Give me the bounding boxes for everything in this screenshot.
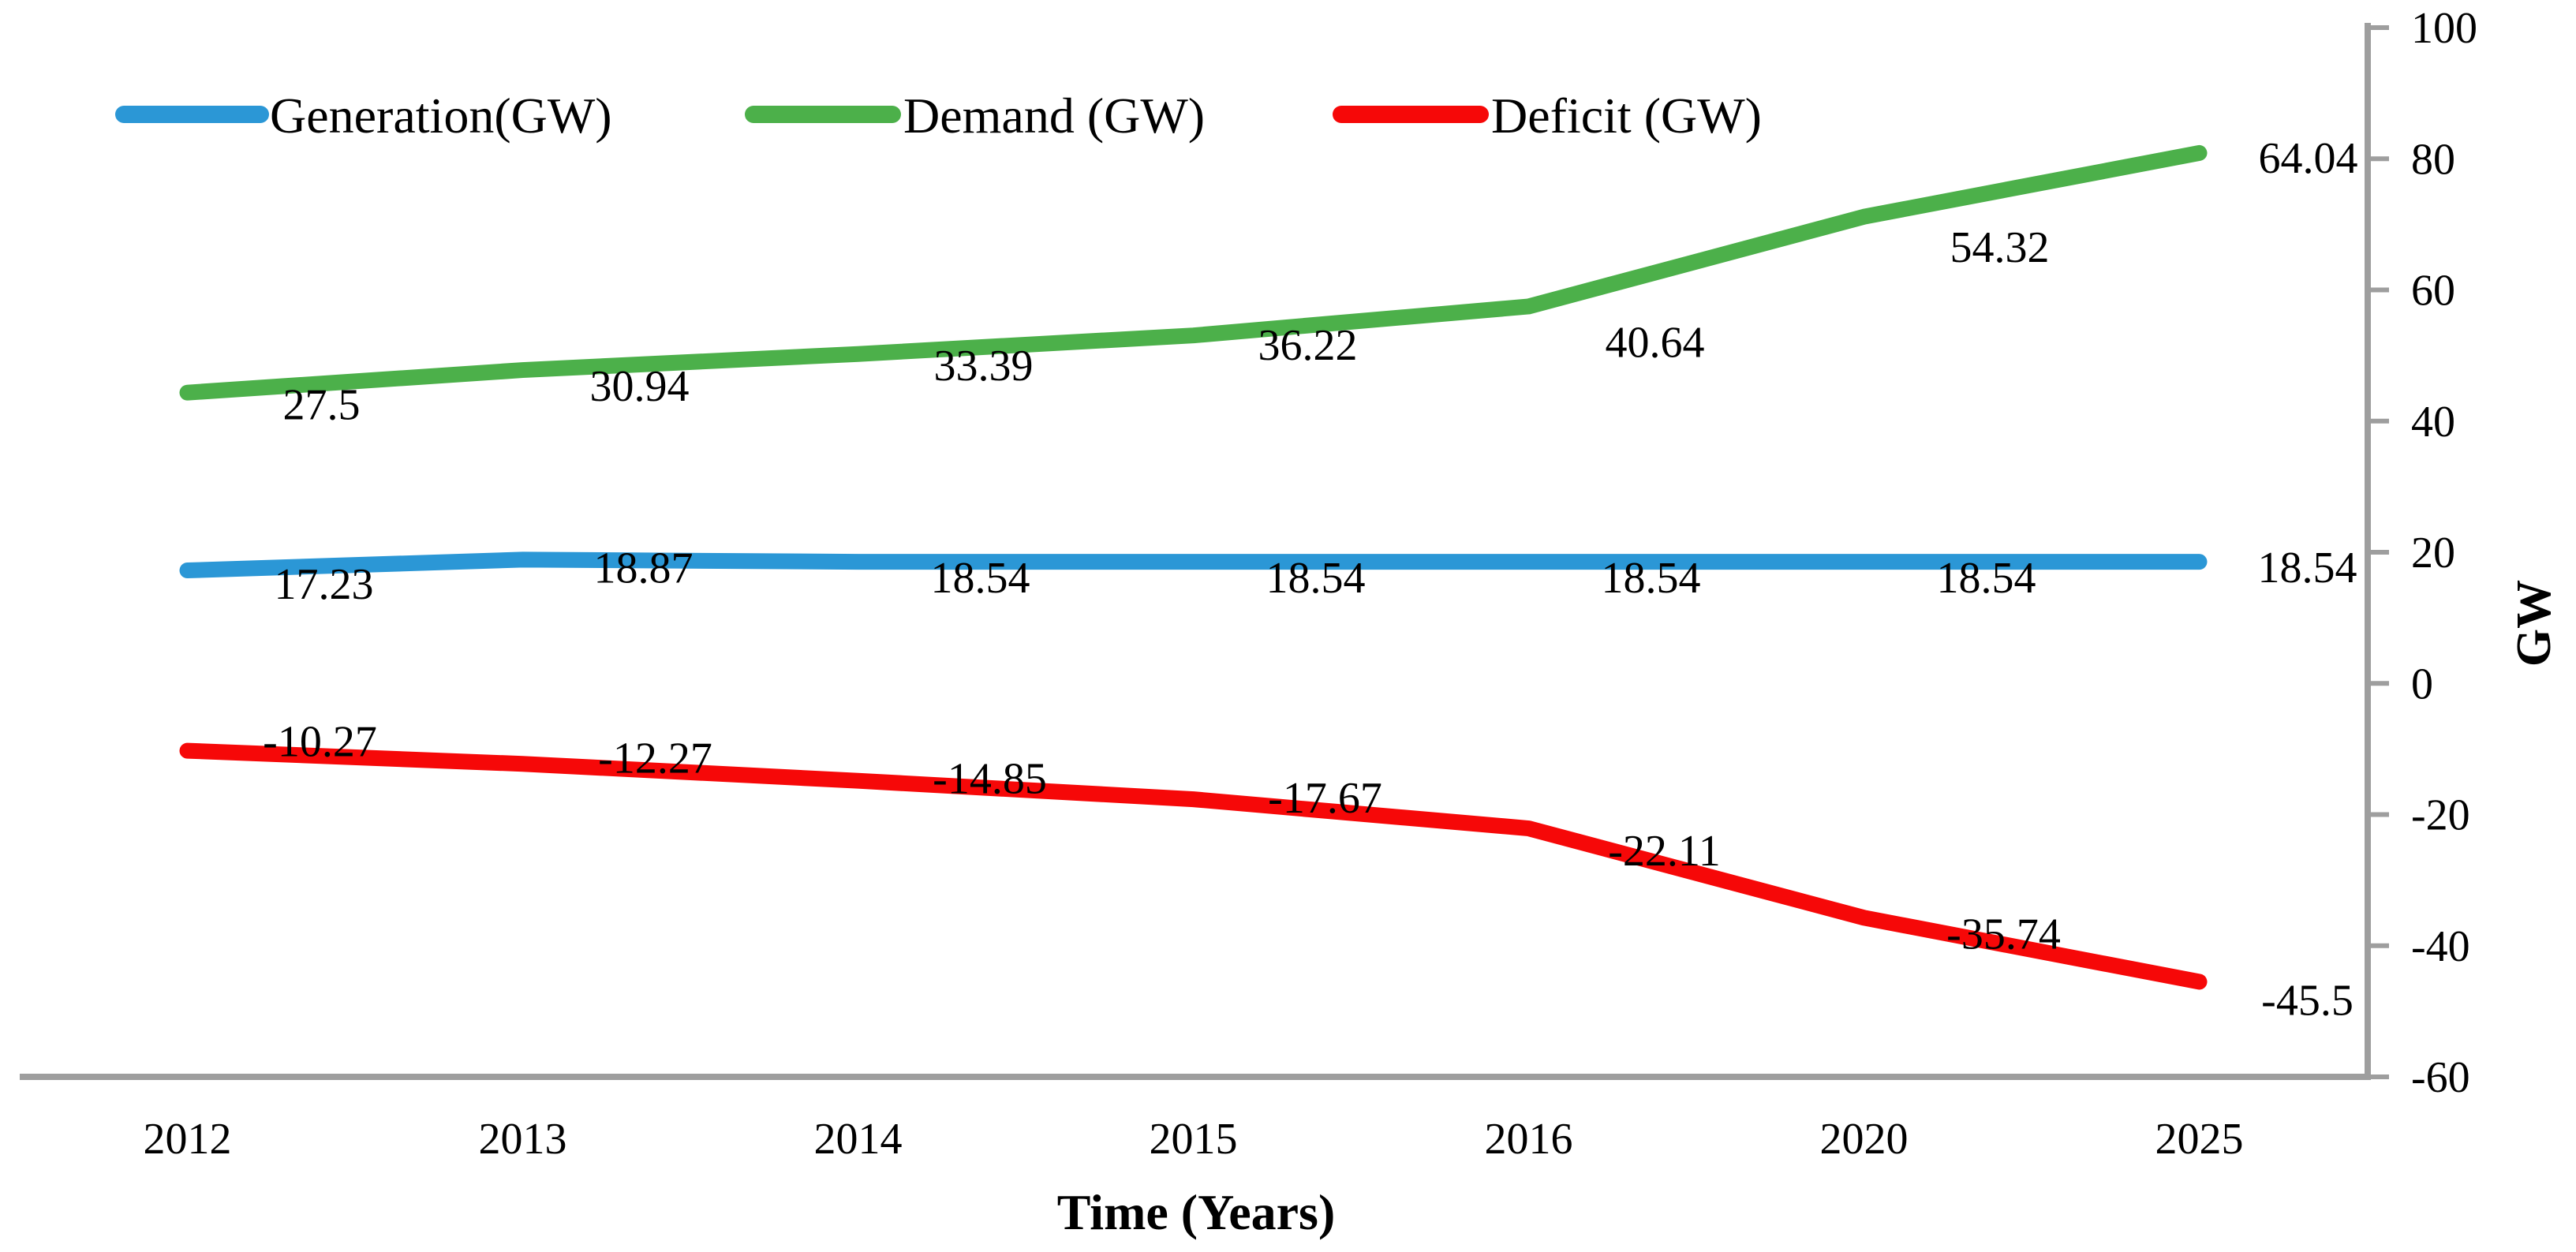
- y-tick-label: -20: [2411, 791, 2470, 840]
- generation-data-label: 18.54: [931, 554, 1030, 603]
- deficit-line: [179, 742, 2208, 990]
- generation-data-label: 18.54: [1266, 554, 1366, 603]
- generation-data-label: 18.87: [594, 544, 694, 592]
- demand-data-label: 64.04: [2259, 134, 2358, 183]
- generation-data-label: 18.54: [1602, 554, 1701, 603]
- deficit-data-label: -10.27: [263, 718, 377, 767]
- deficit-data-label: -45.5: [2261, 977, 2354, 1026]
- deficit-data-label: -35.74: [1946, 910, 2061, 959]
- generation-data-label: 17.23: [275, 560, 374, 609]
- demand-data-label: 30.94: [590, 362, 690, 411]
- x-tick-label: 2020: [1820, 1115, 1909, 1164]
- demand-data-label: 40.64: [1606, 318, 1705, 367]
- x-tick-label: 2014: [814, 1115, 903, 1164]
- y-tick-label: 100: [2411, 4, 2477, 53]
- legend-label-generation: Generation(GW): [270, 88, 612, 144]
- generation-data-label: 18.54: [1937, 554, 2036, 603]
- demand-line: [179, 144, 2208, 401]
- demand-data-label: 36.22: [1258, 321, 1358, 370]
- y-tick-label: 20: [2411, 529, 2455, 577]
- y-tick-label: 60: [2411, 267, 2455, 316]
- x-tick-label: 2016: [1485, 1115, 1573, 1164]
- demand-data-label: 54.32: [1950, 223, 2050, 272]
- legend-label-demand: Demand (GW): [903, 88, 1205, 144]
- deficit-data-label: -14.85: [933, 755, 1047, 804]
- deficit-data-label: -17.67: [1268, 774, 1382, 823]
- x-tick-label: 2013: [479, 1115, 567, 1164]
- legend-label-deficit: Deficit (GW): [1491, 88, 1762, 144]
- demand-data-label: 33.39: [934, 342, 1034, 391]
- demand-data-label: 27.5: [283, 381, 361, 430]
- x-axis-title: Time (Years): [1057, 1184, 1336, 1240]
- y-tick-label: -40: [2411, 922, 2470, 971]
- deficit-data-label: -22.11: [1608, 827, 1721, 876]
- x-tick-label: 2015: [1150, 1115, 1238, 1164]
- generation-data-label: 18.54: [2258, 544, 2357, 592]
- y-tick-label: -60: [2411, 1053, 2470, 1102]
- y-tick-label: 0: [2411, 660, 2433, 708]
- x-tick-label: 2012: [144, 1115, 232, 1164]
- y-tick-label: 80: [2411, 135, 2455, 184]
- deficit-data-label: -12.27: [598, 734, 712, 783]
- y-tick-label: 40: [2411, 398, 2455, 447]
- x-tick-label: 2025: [2155, 1115, 2244, 1164]
- generation-line: [179, 551, 2208, 579]
- y-axis-title: GW: [2507, 580, 2561, 667]
